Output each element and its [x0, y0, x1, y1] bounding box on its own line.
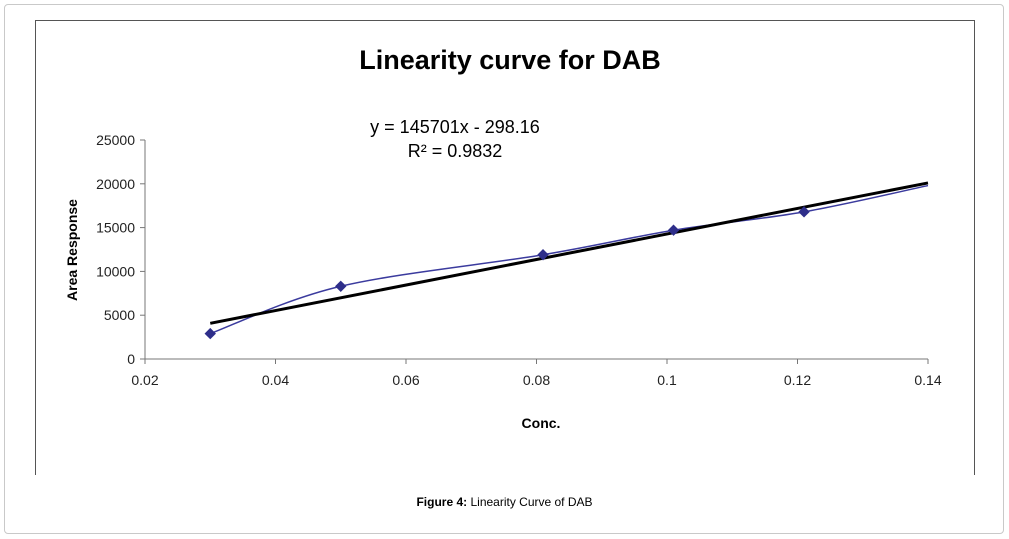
y-tick-label: 0	[127, 351, 135, 367]
data-point-marker	[204, 327, 216, 340]
series-line	[209, 184, 929, 335]
linearity-chart: Linearity curve for DAB y = 145701x - 29…	[64, 45, 942, 431]
trendline-equation: y = 145701x - 298.16	[370, 117, 540, 137]
series-line-group	[209, 184, 929, 335]
trendline-group	[209, 181, 929, 325]
data-point-marker	[537, 249, 549, 261]
chart-area-frame	[35, 20, 975, 475]
x-tick-label: 0.04	[262, 372, 289, 388]
x-tick-label: 0.06	[392, 372, 419, 388]
data-markers	[204, 206, 810, 340]
trendline	[209, 181, 929, 325]
figure-caption: Figure 4: Linearity Curve of DAB	[0, 495, 1009, 509]
y-tick-label: 5000	[104, 307, 135, 323]
y-axis-label: Area Response	[64, 199, 80, 301]
figure-frame	[4, 4, 1004, 534]
data-point-marker	[798, 206, 810, 218]
x-tick-label: 0.1	[657, 372, 677, 388]
x-tick-label: 0.08	[523, 372, 550, 388]
y-tick-label: 10000	[96, 263, 135, 279]
caption-text: Linearity Curve of DAB	[467, 495, 593, 509]
caption-label: Figure 4:	[416, 495, 468, 509]
x-tick-label: 0.12	[784, 372, 811, 388]
axes: 0 5000 10000 15000 20000 25000 0.02 0.04 0.06 0.0…	[96, 132, 942, 388]
data-point-marker	[667, 224, 680, 236]
data-point-marker	[335, 280, 347, 292]
x-tick-label: 0.14	[914, 372, 941, 388]
y-tick-label: 25000	[96, 132, 135, 148]
r-squared-label: R² = 0.9832	[408, 141, 503, 161]
chart-title: Linearity curve for DAB	[359, 45, 661, 75]
y-tick-label: 20000	[96, 176, 135, 192]
x-axis-label: Conc.	[522, 415, 561, 431]
x-tick-label: 0.02	[131, 372, 158, 388]
y-tick-label: 15000	[96, 220, 135, 236]
